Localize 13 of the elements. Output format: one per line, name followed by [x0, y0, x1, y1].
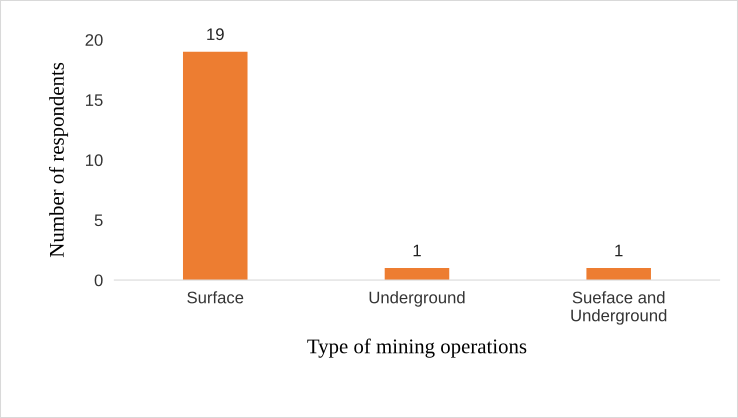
x-tick-label: Underground — [370, 291, 465, 307]
x-axis-title: Type of mining operations — [307, 338, 526, 358]
data-label: 19 — [207, 28, 224, 40]
y-axis-title: Number of respondents — [48, 62, 68, 258]
y-tick-label: 20 — [86, 34, 103, 46]
y-tick-label: 10 — [86, 154, 103, 166]
data-label: 1 — [414, 244, 421, 256]
x-tick-label: Sueface and Underground — [571, 291, 666, 325]
data-label: 1 — [615, 244, 623, 256]
y-tick-label: 15 — [86, 94, 103, 106]
x-tick-label: Surface — [187, 291, 244, 304]
y-tick-label: 5 — [94, 214, 103, 226]
y-tick-label: 0 — [94, 274, 103, 286]
